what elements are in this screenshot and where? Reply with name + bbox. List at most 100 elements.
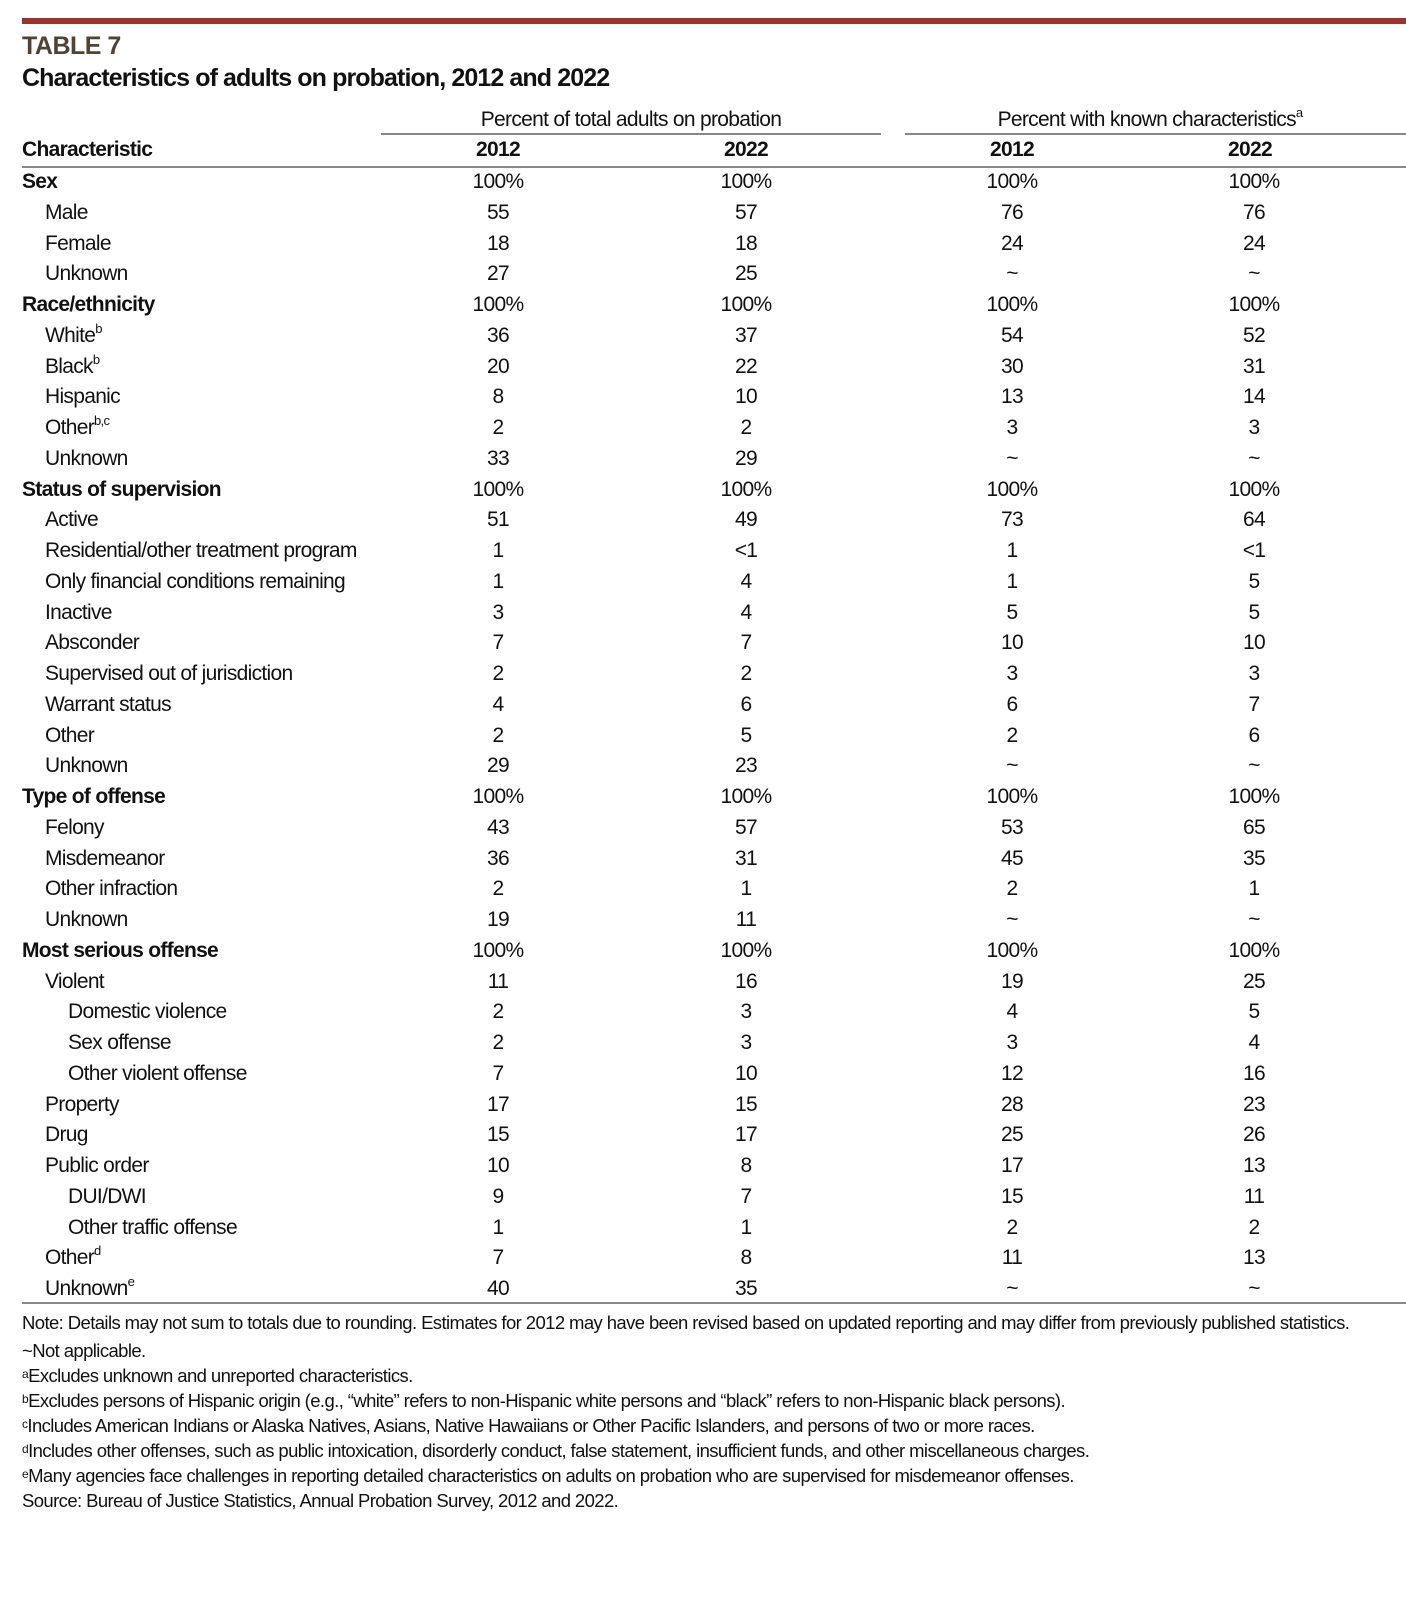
group-header-label: Percent with known characteristics (997, 108, 1297, 131)
cell-value: 3 (492, 600, 505, 624)
cell-value: 2 (492, 723, 505, 747)
section-row: Status of supervision 100% 100% 100% 100% (0, 478, 1406, 509)
table-row: Unknown 33 29 ~ ~ (0, 447, 1406, 478)
row-label: Most serious offense (22, 939, 219, 963)
cell-value: 100% (1228, 938, 1281, 962)
cell-value: 1 (740, 877, 753, 901)
cell-value: 100% (720, 293, 773, 316)
row-label-text: Property (45, 1092, 119, 1116)
cell-value: 3 (1006, 416, 1019, 439)
cell-value: 27 (487, 262, 510, 286)
cell-value: 7 (492, 631, 505, 655)
cell-value: 28 (1001, 1092, 1024, 1116)
row-label-text: Other (45, 723, 95, 747)
cell-value: 33 (487, 446, 510, 470)
footnote: bExcludes persons of Hispanic origin (e.… (22, 1388, 1406, 1413)
footnote-mark: b (95, 320, 102, 336)
row-label-text: Other infraction (45, 877, 178, 901)
column-header-2022-known: 2022 (1228, 138, 1273, 161)
row-label-text: Type of offense (22, 785, 166, 808)
cell-value: 7 (1248, 692, 1261, 716)
row-label-text: Residential/other treatment program (45, 539, 357, 562)
row-label: Absconder (45, 631, 140, 655)
footnote-mark: a (1295, 105, 1303, 120)
row-label-text: Race/ethnicity (22, 293, 155, 316)
cell-value: 17 (1001, 1154, 1024, 1177)
row-label: Unknowne (45, 1274, 135, 1301)
cell-value: 100% (720, 938, 773, 962)
table-row: Active 51 49 73 64 (0, 508, 1406, 539)
cell-value: 23 (735, 754, 758, 778)
row-label-text: Unknown (45, 908, 128, 931)
table-row: Warrant status 4 6 6 7 (0, 693, 1406, 724)
cell-value: 2 (492, 877, 505, 901)
cell-value: 20 (487, 354, 510, 378)
row-label: Public order (45, 1154, 149, 1178)
cell-value: 25 (735, 262, 758, 286)
cell-value: 52 (1243, 323, 1266, 347)
table-row: Female 18 18 24 24 (0, 232, 1406, 263)
cell-value: 8 (740, 1154, 753, 1177)
cell-value: 55 (487, 200, 510, 224)
row-label-text: Active (45, 508, 99, 532)
cell-value: ~ (1248, 754, 1260, 778)
table-row: Sex offense 2 3 3 4 (0, 1031, 1406, 1062)
row-label-text: Misdemeanor (45, 846, 165, 870)
cell-value: 54 (1001, 323, 1024, 347)
cell-value: 43 (487, 815, 510, 839)
cell-value: 16 (735, 969, 758, 993)
row-label: Other violent offense (68, 1062, 247, 1086)
cell-value: 35 (735, 1277, 758, 1300)
row-label: Sex offense (68, 1031, 172, 1055)
cell-value: 13 (1001, 385, 1024, 409)
cell-value: 100% (720, 785, 773, 808)
cell-value: 23 (1243, 1092, 1266, 1116)
footnote-text: Many agencies face challenges in reporti… (28, 1465, 1074, 1486)
row-label: Drug (45, 1123, 88, 1147)
row-label: Other traffic offense (68, 1216, 238, 1240)
cell-value: 19 (487, 908, 510, 931)
row-label: Unknown (45, 447, 128, 471)
row-label: Property (45, 1093, 119, 1117)
cell-value: 17 (735, 1123, 758, 1147)
table-row: Drug 15 17 25 26 (0, 1123, 1406, 1154)
cell-value: ~ (1248, 446, 1260, 470)
cell-value: 100% (986, 293, 1039, 316)
row-label-text: Other (45, 416, 95, 439)
cell-value: 36 (487, 323, 510, 347)
cell-value: 29 (487, 754, 510, 778)
cell-value: 100% (472, 785, 525, 808)
cell-value: 15 (487, 1123, 510, 1147)
row-label: Felony (45, 816, 105, 840)
cell-value: 100% (1228, 293, 1281, 316)
row-label-text: Public order (45, 1154, 149, 1177)
row-label: Female (45, 232, 112, 256)
cell-value: 5 (1248, 569, 1261, 593)
cell-value: 2 (740, 416, 753, 439)
cell-value: 2 (1006, 877, 1019, 901)
row-label-text: Supervised out of jurisdiction (45, 662, 293, 685)
cell-value: 11 (1001, 1246, 1023, 1270)
cell-value: 25 (1001, 1123, 1024, 1147)
row-label: Unknown (45, 908, 128, 932)
table-row: Other violent offense 7 10 12 16 (0, 1062, 1406, 1093)
cell-value: 2 (492, 1031, 505, 1054)
not-applicable-note: ~Not applicable. (22, 1340, 146, 1361)
cell-value: 2 (492, 416, 505, 439)
row-label: Unknown (45, 754, 128, 778)
table-row: Domestic violence 2 3 4 5 (0, 1000, 1406, 1031)
footnote-text: Excludes persons of Hispanic origin (e.g… (28, 1390, 1066, 1411)
row-label-text: White (45, 323, 96, 347)
cell-value: 12 (1001, 1061, 1024, 1085)
footnote-mark: c (22, 1417, 28, 1431)
row-label-text: Only financial conditions remaining (45, 569, 346, 593)
cell-value: 10 (735, 385, 758, 409)
cell-value: 100% (986, 477, 1039, 501)
cell-value: 15 (735, 1092, 758, 1116)
row-label-text: Male (45, 200, 88, 224)
row-label-text: Sex offense (68, 1031, 172, 1054)
row-label: Residential/other treatment program (45, 539, 357, 563)
group-header-label: Percent of total adults on probation (480, 108, 782, 131)
footnote-text: Includes American Indians or Alaska Nati… (27, 1415, 1035, 1436)
row-label-text: Drug (45, 1123, 88, 1147)
